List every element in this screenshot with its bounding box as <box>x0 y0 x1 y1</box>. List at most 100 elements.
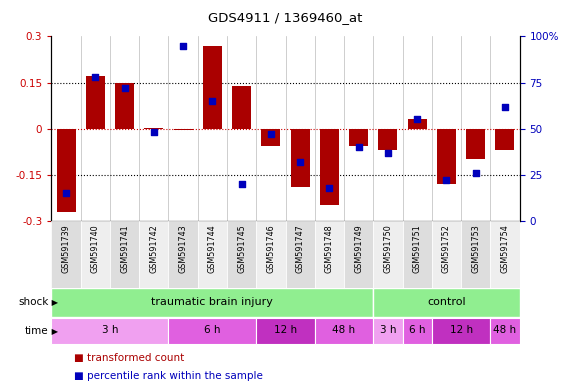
Point <box>120 85 129 91</box>
Bar <box>291 129 309 187</box>
Bar <box>373 36 403 221</box>
Point <box>442 177 451 183</box>
Text: GSM591753: GSM591753 <box>471 224 480 273</box>
Bar <box>115 83 134 129</box>
Text: GSM591742: GSM591742 <box>149 224 158 273</box>
Point <box>471 170 480 176</box>
Text: ■ percentile rank within the sample: ■ percentile rank within the sample <box>74 371 263 381</box>
Text: GDS4911 / 1369460_at: GDS4911 / 1369460_at <box>208 12 363 25</box>
Bar <box>232 86 251 129</box>
Text: GSM591747: GSM591747 <box>296 224 305 273</box>
Bar <box>432 221 461 288</box>
Bar <box>139 221 168 288</box>
Bar <box>403 318 432 344</box>
Bar <box>110 36 139 221</box>
Point <box>500 103 509 109</box>
Bar <box>437 129 456 184</box>
Point <box>91 74 100 80</box>
Point <box>208 98 217 104</box>
Text: GSM591749: GSM591749 <box>354 224 363 273</box>
Text: 12 h: 12 h <box>449 325 473 335</box>
Bar <box>403 36 432 221</box>
Text: 48 h: 48 h <box>332 325 356 335</box>
Point <box>325 185 334 191</box>
Bar <box>286 36 315 221</box>
Point <box>383 149 392 156</box>
Bar <box>490 221 520 288</box>
Text: GSM591746: GSM591746 <box>266 224 275 273</box>
Bar <box>315 221 344 288</box>
Bar <box>139 36 168 221</box>
Bar <box>198 221 227 288</box>
Bar <box>256 318 315 344</box>
Text: GSM591739: GSM591739 <box>62 224 71 273</box>
Bar <box>286 221 315 288</box>
Text: GSM591740: GSM591740 <box>91 224 100 273</box>
Bar <box>315 36 344 221</box>
Text: 6 h: 6 h <box>204 325 220 335</box>
Text: GSM591743: GSM591743 <box>179 224 188 273</box>
Bar <box>81 221 110 288</box>
Bar <box>168 36 198 221</box>
Bar <box>203 46 222 129</box>
Text: control: control <box>427 297 466 308</box>
Text: 12 h: 12 h <box>274 325 297 335</box>
Bar <box>262 129 280 146</box>
Text: GSM591741: GSM591741 <box>120 224 129 273</box>
Bar <box>51 318 168 344</box>
Bar <box>490 36 520 221</box>
Text: shock: shock <box>18 297 49 308</box>
Bar <box>344 221 373 288</box>
Bar <box>461 221 490 288</box>
Bar <box>198 36 227 221</box>
Text: 6 h: 6 h <box>409 325 425 335</box>
Bar <box>379 129 397 150</box>
Bar <box>403 221 432 288</box>
Bar <box>461 36 490 221</box>
Bar <box>168 318 256 344</box>
Text: GSM591750: GSM591750 <box>383 224 392 273</box>
Text: GSM591745: GSM591745 <box>237 224 246 273</box>
Text: GSM591748: GSM591748 <box>325 224 334 273</box>
Point <box>179 43 188 49</box>
Bar <box>373 318 403 344</box>
Point <box>413 116 422 122</box>
Bar <box>144 128 163 129</box>
Bar <box>51 36 81 221</box>
Bar <box>227 221 256 288</box>
Bar <box>168 221 198 288</box>
Point <box>149 129 158 136</box>
Bar <box>110 221 139 288</box>
Bar <box>432 36 461 221</box>
Text: time: time <box>25 326 49 336</box>
Text: GSM591754: GSM591754 <box>500 224 509 273</box>
Bar <box>432 318 490 344</box>
Bar <box>490 318 520 344</box>
Bar <box>57 129 75 212</box>
Bar <box>174 129 192 130</box>
Bar <box>256 36 286 221</box>
Text: 48 h: 48 h <box>493 325 517 335</box>
Bar <box>227 36 256 221</box>
Point <box>354 144 363 150</box>
Point <box>266 131 275 137</box>
Bar <box>81 36 110 221</box>
Text: 3 h: 3 h <box>380 325 396 335</box>
Bar <box>256 221 286 288</box>
Bar <box>466 129 485 159</box>
Text: ▶: ▶ <box>49 298 58 307</box>
Text: GSM591751: GSM591751 <box>413 224 422 273</box>
Bar <box>373 221 403 288</box>
Text: 3 h: 3 h <box>102 325 118 335</box>
Bar <box>349 129 368 146</box>
Bar <box>51 221 81 288</box>
Bar <box>408 119 427 129</box>
Text: GSM591744: GSM591744 <box>208 224 217 273</box>
Bar <box>373 288 520 317</box>
Point <box>62 190 71 196</box>
Text: ▶: ▶ <box>49 327 58 336</box>
Text: ■ transformed count: ■ transformed count <box>74 353 184 363</box>
Bar <box>86 76 105 129</box>
Bar <box>315 318 373 344</box>
Point <box>237 181 246 187</box>
